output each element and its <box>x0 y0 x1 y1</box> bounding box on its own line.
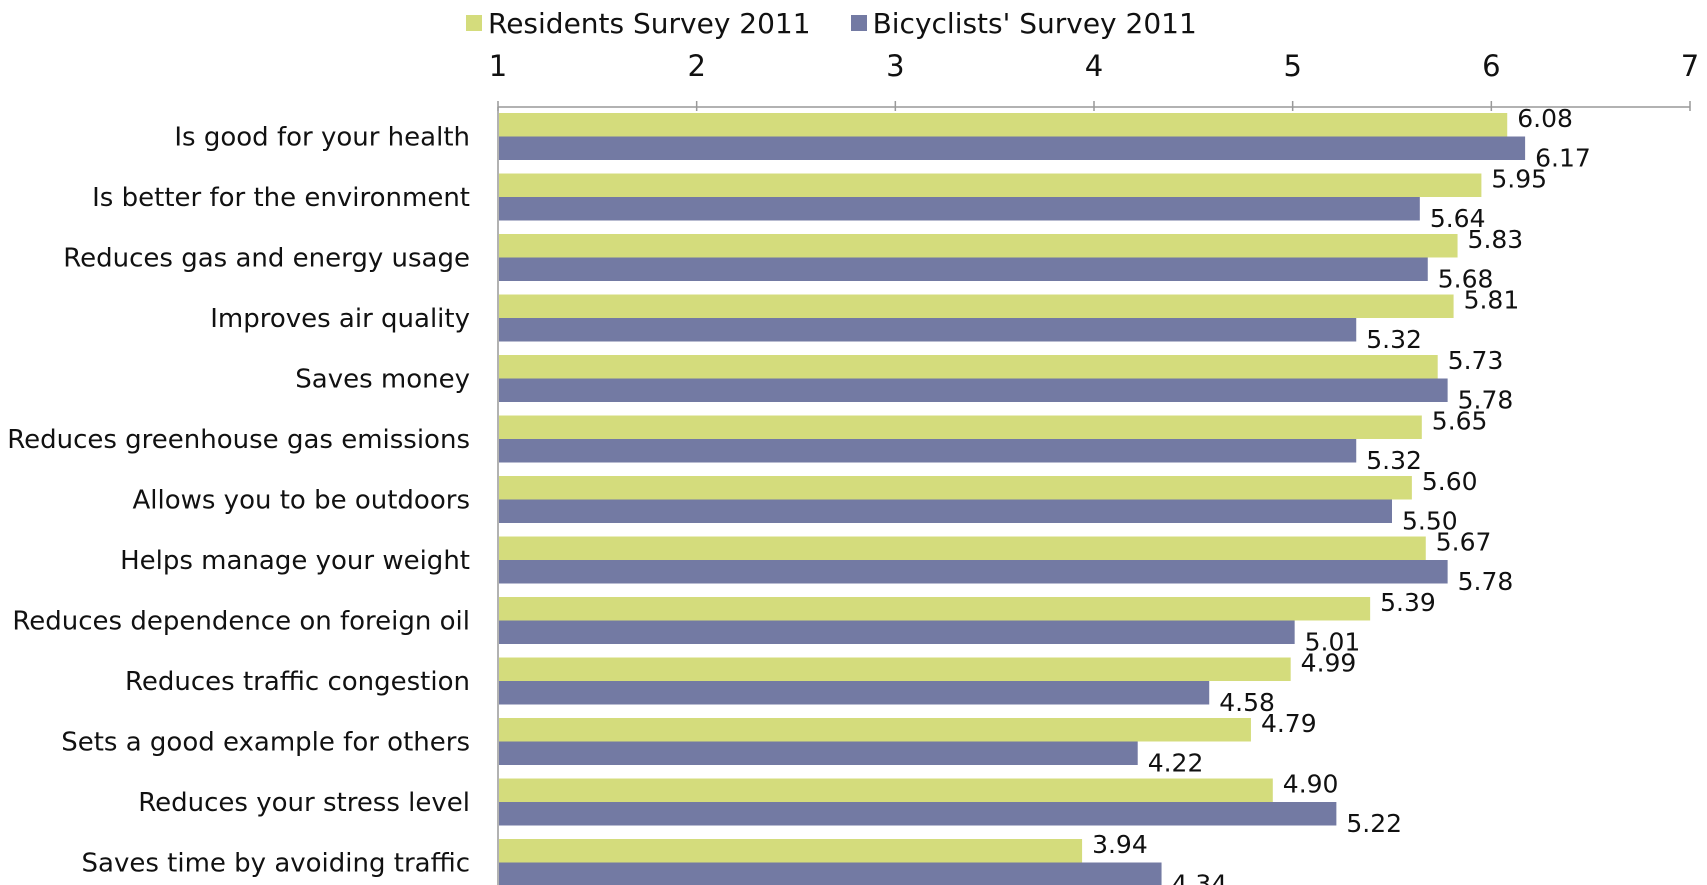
data-label-residents: 5.73 <box>1448 346 1504 375</box>
bar-bicyclists <box>499 197 1420 221</box>
legend-label-bicyclists: Bicyclists' Survey 2011 <box>872 6 1197 40</box>
data-label-residents: 4.99 <box>1301 649 1357 678</box>
category-label: Reduces gas and energy usage <box>63 244 470 274</box>
data-label-bicyclists: 5.50 <box>1402 507 1458 536</box>
data-label-bicyclists: 6.17 <box>1535 144 1591 173</box>
category-label: Reduces your stress level <box>138 788 470 818</box>
x-tick-label: 3 <box>886 49 904 83</box>
bar-residents <box>499 113 1508 137</box>
legend-item-residents: Residents Survey 2011 <box>466 7 811 40</box>
category-label: Is better for the environment <box>92 183 470 213</box>
bar-bicyclists <box>499 136 1526 160</box>
data-label-residents: 3.94 <box>1092 830 1148 859</box>
data-label-bicyclists: 5.22 <box>1346 809 1402 838</box>
bar-residents <box>499 294 1454 318</box>
category-label: Saves money <box>295 365 470 395</box>
data-label-residents: 5.81 <box>1464 286 1520 315</box>
x-tick-label: 2 <box>687 49 705 83</box>
bar-residents <box>499 657 1291 681</box>
category-label: Reduces dependence on foreign oil <box>12 607 470 637</box>
bar-bicyclists <box>499 862 1162 885</box>
data-label-residents: 6.08 <box>1517 104 1573 133</box>
bar-residents <box>499 778 1273 802</box>
data-label-residents: 5.60 <box>1422 467 1478 496</box>
category-label: Allows you to be outdoors <box>132 486 470 516</box>
data-label-residents: 5.95 <box>1491 165 1547 194</box>
x-tick-label: 1 <box>489 49 507 83</box>
legend-swatch-bicyclists <box>850 15 867 31</box>
category-label: Improves air quality <box>210 304 470 334</box>
chart-legend: Residents Survey 2011 Bicyclists' Survey… <box>0 4 1707 42</box>
data-label-bicyclists: 5.68 <box>1438 265 1494 294</box>
bar-residents <box>499 839 1083 863</box>
category-label: Helps manage your weight <box>120 546 470 576</box>
category-label: Is good for your health <box>174 123 470 153</box>
data-label-residents: 5.83 <box>1468 225 1524 254</box>
data-label-residents: 5.39 <box>1380 588 1436 617</box>
data-label-bicyclists: 4.22 <box>1148 749 1204 778</box>
bar-bicyclists <box>499 257 1428 281</box>
bar-bicyclists <box>499 560 1448 584</box>
x-tick-label: 6 <box>1482 49 1500 83</box>
bar-residents <box>499 355 1438 379</box>
data-label-bicyclists: 5.01 <box>1305 628 1361 657</box>
bar-bicyclists <box>499 802 1337 826</box>
bar-residents <box>499 718 1251 742</box>
legend-item-bicyclists: Bicyclists' Survey 2011 <box>850 6 1197 40</box>
data-label-residents: 5.67 <box>1436 528 1492 557</box>
bar-bicyclists <box>499 681 1210 705</box>
data-label-bicyclists: 5.78 <box>1458 567 1514 596</box>
category-label: Saves time by avoiding traffic <box>82 849 470 879</box>
data-label-residents: 4.90 <box>1283 770 1339 799</box>
category-label: Reduces traffic congestion <box>125 667 470 697</box>
bar-bicyclists <box>499 741 1138 765</box>
data-label-residents: 4.79 <box>1261 709 1317 738</box>
legend-label-residents: Residents Survey 2011 <box>488 6 811 40</box>
x-tick-label: 5 <box>1283 49 1301 83</box>
bar-bicyclists <box>499 439 1357 463</box>
data-label-bicyclists: 5.32 <box>1366 325 1422 354</box>
bar-bicyclists <box>499 378 1448 402</box>
data-label-bicyclists: 5.32 <box>1366 446 1422 475</box>
bar-residents <box>499 234 1458 258</box>
bar-bicyclists <box>499 318 1357 342</box>
bar-residents <box>499 536 1426 560</box>
category-label: Sets a good example for others <box>61 728 470 758</box>
data-label-bicyclists: 4.34 <box>1172 870 1228 885</box>
bar-residents <box>499 597 1371 621</box>
x-tick-label: 4 <box>1085 49 1103 83</box>
bar-residents <box>499 415 1422 439</box>
data-label-bicyclists: 5.64 <box>1430 204 1486 233</box>
bar-bicyclists <box>499 499 1392 523</box>
category-label: Reduces greenhouse gas emissions <box>7 425 470 455</box>
bar-bicyclists <box>499 620 1295 644</box>
data-label-residents: 5.65 <box>1432 407 1488 436</box>
bar-residents <box>499 173 1482 197</box>
x-tick-label: 7 <box>1681 49 1699 83</box>
data-label-bicyclists: 5.78 <box>1458 386 1514 415</box>
bar-residents <box>499 476 1412 500</box>
data-label-bicyclists: 4.58 <box>1219 688 1275 717</box>
legend-swatch-residents <box>466 15 482 31</box>
